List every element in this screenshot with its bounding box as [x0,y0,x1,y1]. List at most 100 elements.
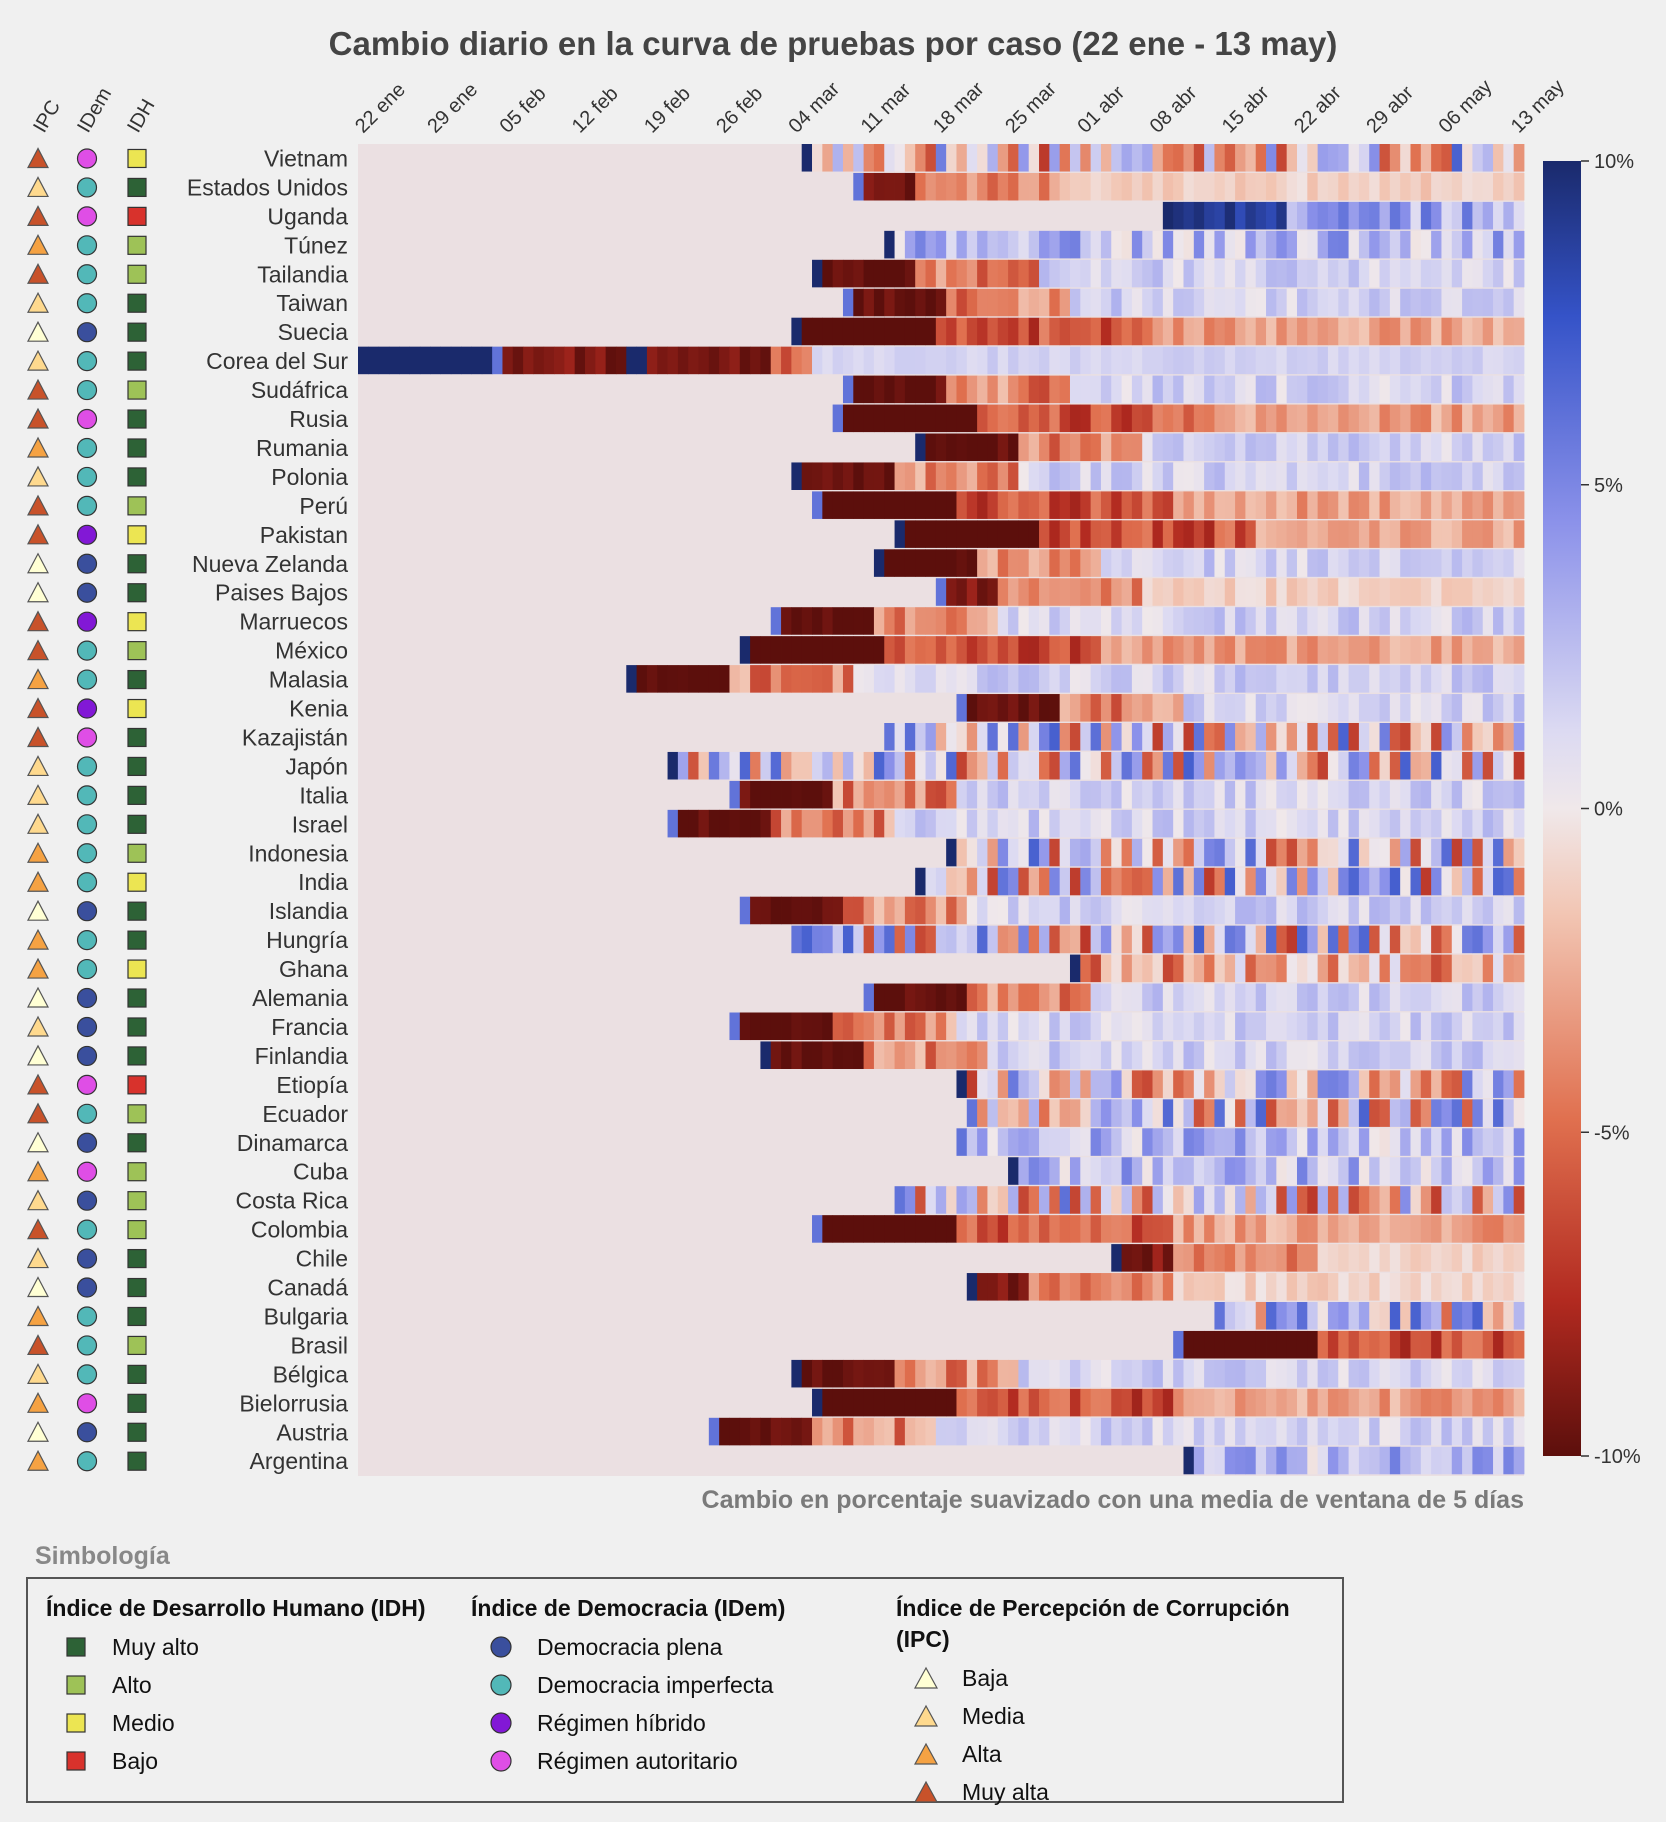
heat-cell [1358,1099,1370,1127]
heat-cell [1276,346,1288,375]
heat-cell [946,462,957,490]
heat-cell [1100,491,1112,519]
heat-cell [1451,549,1463,577]
heat-cell [1183,1041,1195,1069]
legend-square-icon [62,1633,90,1661]
heat-cell [987,375,999,404]
heat-cell [1255,375,1267,404]
heat-cell [1255,1446,1267,1475]
heat-cell [1059,144,1071,172]
heat-cell [1503,404,1515,433]
heat-cell [935,723,947,751]
heat-cell [1441,259,1453,288]
heat-cell [1255,288,1267,317]
heat-cell [1080,751,1092,780]
heat-cell [1204,1273,1215,1301]
country-label: Costa Rica [236,1188,349,1214]
heat-cell [1183,1012,1195,1041]
heat-cell [1039,1012,1050,1041]
heat-cell [1121,954,1133,983]
heat-cell [1039,578,1050,606]
country-label: Israel [292,811,348,837]
heat-cell [946,520,957,548]
heat-cell [1358,1215,1370,1243]
heat-cell [1090,578,1102,606]
heat-cell [1348,1099,1360,1127]
heat-cell [822,259,834,288]
heat-cell [915,780,926,809]
heat-cell [1327,346,1339,375]
heat-cell [1204,1244,1215,1272]
heat-cell [894,723,906,751]
heat-cell [1214,1302,1226,1330]
heat-cell [1472,1273,1484,1301]
heat-cell [873,1041,885,1069]
heat-cell [853,751,865,780]
heat-cell [1296,288,1308,317]
heat-cell [1493,780,1504,809]
heat-cell [1039,375,1050,404]
legend-item-idh: Medio [46,1704,476,1742]
heat-cell [1379,838,1391,867]
heat-cell [977,1215,988,1243]
heat-cell [1245,925,1257,954]
heat-cell [1090,1273,1102,1301]
heat-cell [1224,694,1236,722]
heat-cell [1327,809,1339,838]
heat-cell [925,317,937,346]
x-tick-label: 22 ene [351,79,410,138]
heat-cell [987,172,999,201]
heat-cell [1503,665,1515,693]
heat-cell [1255,723,1267,751]
heat-cell [1451,1186,1463,1214]
heat-cell [1193,375,1205,404]
heat-cell [1266,838,1277,867]
heat-cell [894,346,906,375]
heat-cell [636,346,648,375]
heat-cell [1266,578,1277,606]
heat-cell [832,896,844,925]
heat-cell [1358,346,1370,375]
heat-cell [1204,1388,1215,1417]
heat-cell [1059,1041,1071,1069]
heat-cell [1090,1388,1102,1417]
heat-cell [1379,1302,1391,1330]
heat-cell [1162,230,1174,259]
heat-cell [925,607,937,635]
heat-cell [750,636,761,664]
heat-cell [1121,665,1133,693]
heat-cell [1379,1128,1391,1156]
heat-cell [1389,636,1401,664]
heat-cell [1317,462,1329,490]
heat-cell [1018,983,1030,1012]
heat-cell [1307,1302,1319,1330]
heat-cell [1369,665,1380,693]
heat-cell [1431,723,1442,751]
heat-cell [1224,1417,1236,1446]
heat-cell [853,925,865,954]
heat-cell [1090,925,1102,954]
heat-cell [1317,288,1329,317]
heat-cell [904,1041,916,1069]
heat-cell [1358,230,1370,259]
heat-cell [1224,1186,1236,1214]
heat-cell [1513,1359,1525,1388]
heat-cell [935,665,947,693]
heat-cell [1039,1388,1050,1417]
heat-cell [1410,780,1422,809]
heat-cell [1317,1186,1329,1214]
heat-cell [853,665,865,693]
heat-cell [997,375,1009,404]
heat-cell [1162,1388,1174,1417]
heat-cell [1389,780,1401,809]
heat-cell [1152,1041,1164,1069]
heat-cell [1039,230,1050,259]
heat-cell [1441,1012,1453,1041]
heat-cell [1152,317,1164,346]
heat-cell [987,636,999,664]
heat-cell [1482,404,1494,433]
heat-cell [987,1012,999,1041]
heat-cell [750,665,761,693]
heat-cell [1389,607,1401,635]
heat-cell [1379,983,1391,1012]
